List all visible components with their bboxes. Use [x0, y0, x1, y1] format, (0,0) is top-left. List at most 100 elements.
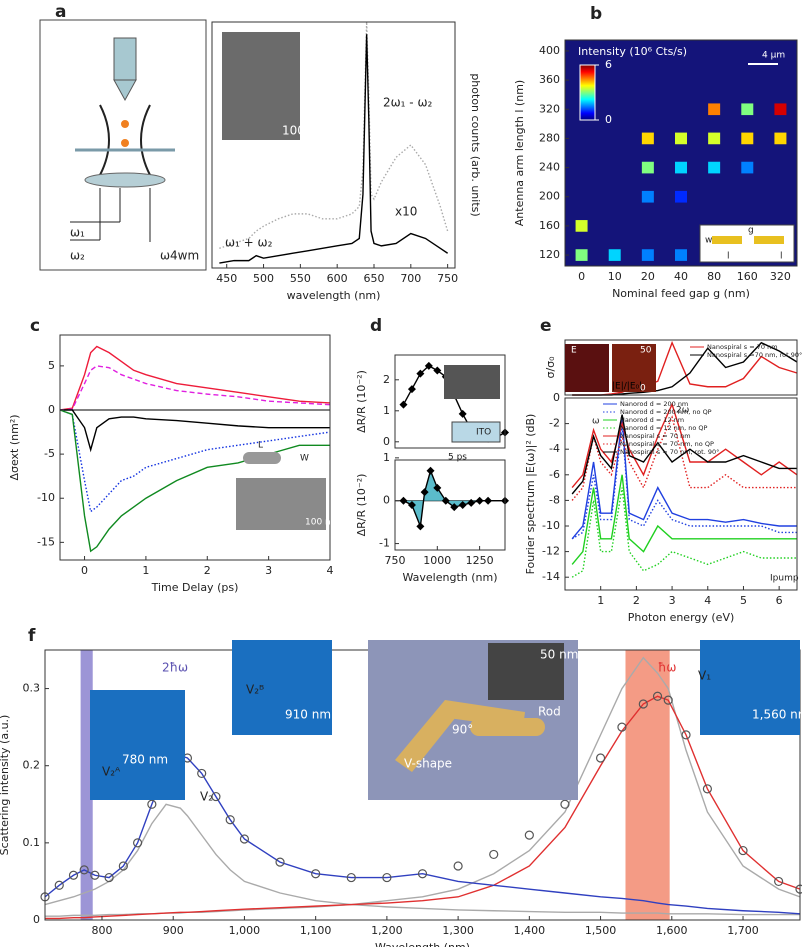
- y-tick-label: 0: [33, 913, 40, 926]
- y-tick-label: 0: [553, 391, 560, 404]
- marker: [467, 498, 476, 507]
- heatmap-cell: [641, 249, 654, 261]
- annotation: 90°: [452, 723, 473, 737]
- y-tick-label: -14: [542, 570, 560, 583]
- y-tick-label: -12: [542, 545, 560, 558]
- y-tick-label: 320: [539, 102, 560, 115]
- y-tick-label: 1: [383, 451, 390, 464]
- marker: [424, 361, 433, 370]
- plot-frame: [564, 397, 798, 591]
- heatmap-cell: [708, 161, 721, 174]
- y-tick-label: 2: [383, 373, 390, 386]
- y-tick-label: 400: [539, 44, 560, 57]
- annotation: ω4wm: [160, 249, 199, 263]
- marker: [275, 857, 285, 867]
- inset-map: [565, 344, 609, 392]
- marker: [225, 815, 235, 825]
- x-tick-label: 1,200: [371, 924, 403, 937]
- y-tick-label: 0: [48, 403, 55, 416]
- plot-frame: [394, 354, 506, 449]
- marker: [79, 865, 89, 875]
- annotation: 0: [640, 384, 646, 394]
- particle: [121, 120, 129, 128]
- marker: [420, 488, 429, 497]
- heatmap-cell: [641, 190, 654, 203]
- x-tick-label: 5: [740, 594, 747, 607]
- marker: [90, 870, 100, 880]
- x-tick-label: 1250: [466, 554, 494, 567]
- annotation: ω: [592, 417, 600, 427]
- series-line: [59, 365, 331, 411]
- series-line: [571, 414, 797, 495]
- marker: [652, 691, 663, 701]
- series-line: [571, 487, 797, 578]
- inset-map: [700, 640, 800, 735]
- marker: [453, 861, 463, 871]
- marker: [663, 695, 673, 705]
- y-tick-label: 360: [539, 73, 560, 86]
- heatmap-cell: [774, 103, 787, 116]
- series-line: [571, 474, 797, 565]
- area: [403, 470, 505, 527]
- inset-map: [232, 640, 332, 735]
- x-tick-label: 450: [216, 272, 237, 285]
- x-tick-label: 10: [608, 270, 622, 283]
- marker: [617, 722, 627, 732]
- x-tick-label: 700: [400, 272, 421, 285]
- x-tick-label: 3: [669, 594, 676, 607]
- marker: [702, 784, 713, 794]
- annotation: V-shape: [404, 757, 452, 771]
- marker: [595, 753, 606, 763]
- annotation: ω₁: [70, 226, 85, 240]
- marker: [441, 496, 450, 505]
- annotation: w: [705, 236, 712, 246]
- marker: [433, 366, 442, 375]
- annotation: 910 nm: [285, 708, 331, 722]
- inset-image: [488, 643, 564, 700]
- x-tick-label: 3: [265, 564, 272, 577]
- heatmap-cell: [675, 249, 687, 261]
- y-axis-label: ΔR/R (10⁻²): [355, 474, 368, 537]
- x-tick-label: 40: [674, 270, 688, 283]
- panel-letter: a: [55, 2, 66, 22]
- y-tick-label: -6: [549, 468, 560, 481]
- heatmap-cell: [608, 249, 621, 261]
- annotation: l: [780, 252, 783, 262]
- y-tick-label: 5: [48, 359, 55, 372]
- y-tick-label: 280: [539, 131, 560, 144]
- x-tick-label: 1,400: [514, 924, 546, 937]
- legend-label: Nanorod d = 12 nm, no QP: [620, 424, 708, 432]
- x-tick-label: 750: [437, 272, 458, 285]
- annotation: ITO: [476, 428, 491, 438]
- annotation: 100 nm: [305, 518, 340, 528]
- marker: [475, 496, 484, 505]
- annotation: l: [727, 252, 730, 262]
- marker: [416, 369, 425, 378]
- x-tick-label: 6: [776, 594, 783, 607]
- inset-image: [236, 478, 326, 530]
- series-line: [44, 803, 800, 916]
- annotation: g: [748, 226, 754, 236]
- heatmap-cell: [675, 132, 687, 145]
- annotation: 50 nm: [540, 648, 578, 662]
- legend-label: Nanospiral s = 70 nm, no QP: [620, 440, 714, 448]
- y-tick-label: -4: [549, 442, 560, 455]
- marker: [346, 872, 356, 883]
- plot-frame: [394, 459, 506, 551]
- annotation: x10: [395, 205, 417, 219]
- marker: [416, 522, 425, 531]
- inset-image: [222, 32, 300, 140]
- inset-image: [444, 365, 500, 399]
- x-tick-label: 4: [327, 564, 334, 577]
- marker: [68, 870, 79, 880]
- y-axis-label: σ/σ₀: [544, 356, 557, 379]
- plot-frame: [564, 39, 798, 267]
- objective-tip: [113, 79, 137, 102]
- colorbar-tick-label: 0: [605, 113, 612, 126]
- heatmap-cell: [575, 249, 588, 261]
- overlays: 2ω₁ - ω₂ ω₁ + ω₂ x10 100nm ω₁ ω₂ ω4wm 4 µm w g l l L…: [39, 19, 802, 804]
- legend-label: Nanorod d = 12 nm: [620, 416, 684, 424]
- x-tick-label: 1000: [423, 554, 451, 567]
- heatmap-cell: [641, 132, 654, 145]
